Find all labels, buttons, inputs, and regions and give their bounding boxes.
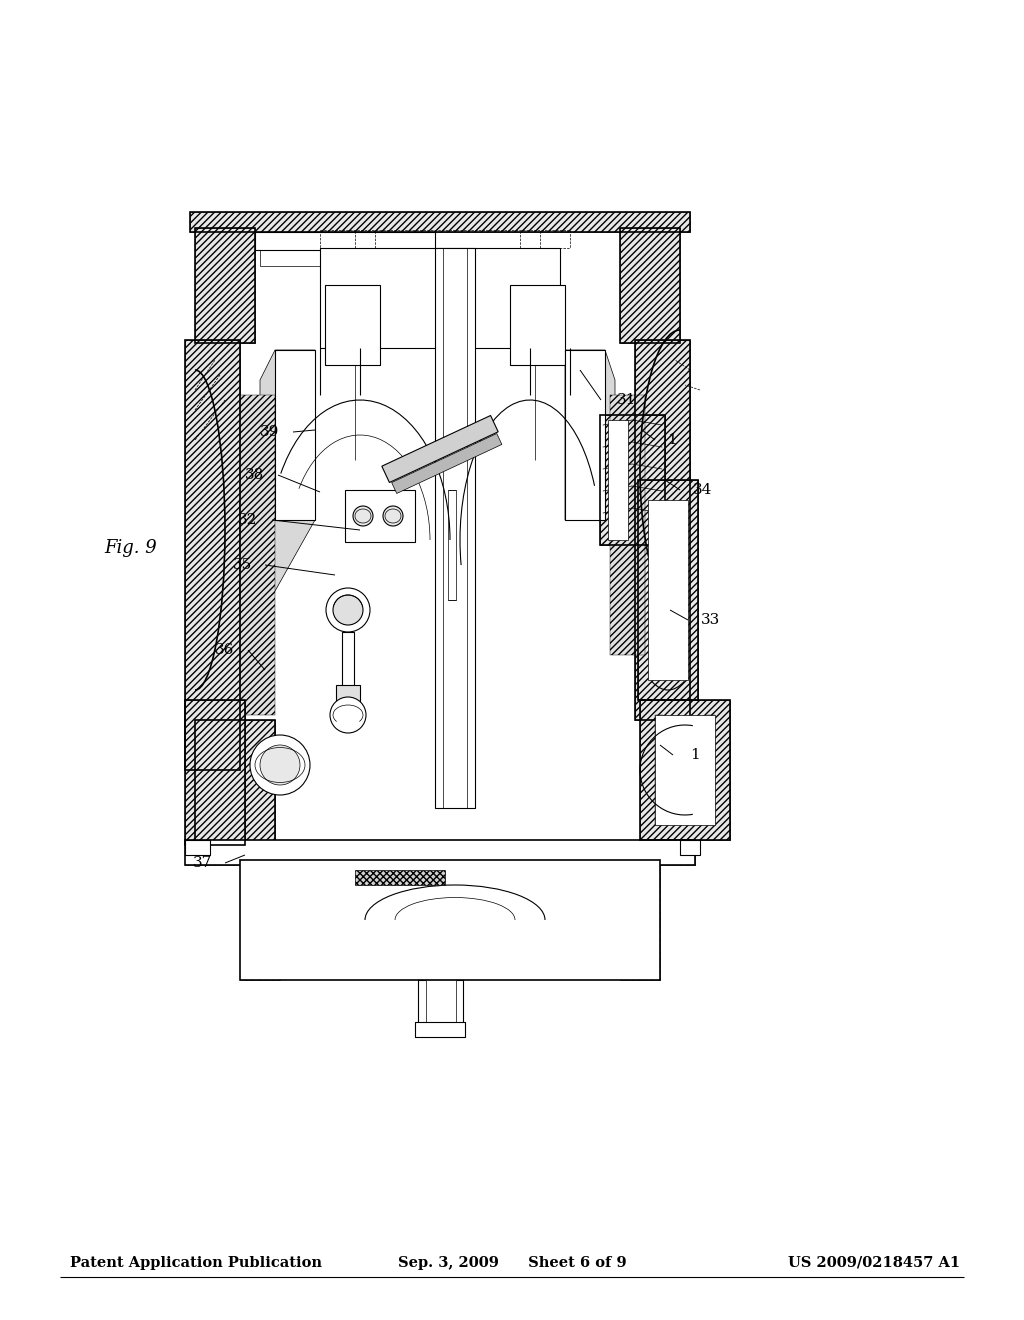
Bar bbox=[635, 341, 690, 719]
Bar bbox=[382, 416, 499, 483]
Bar bbox=[565, 350, 605, 520]
Bar bbox=[190, 213, 690, 232]
Bar bbox=[185, 341, 240, 770]
Bar bbox=[638, 480, 698, 700]
Bar bbox=[195, 719, 275, 850]
Bar bbox=[240, 395, 275, 715]
Circle shape bbox=[383, 506, 403, 525]
Bar bbox=[240, 861, 660, 979]
Bar bbox=[275, 350, 315, 520]
Bar bbox=[600, 414, 665, 545]
Circle shape bbox=[516, 289, 548, 321]
Bar bbox=[470, 248, 475, 808]
Bar bbox=[553, 285, 565, 366]
Circle shape bbox=[326, 587, 370, 632]
Polygon shape bbox=[240, 350, 315, 601]
Text: 1: 1 bbox=[690, 748, 699, 762]
Text: 1: 1 bbox=[667, 433, 677, 447]
Circle shape bbox=[339, 331, 356, 348]
Bar bbox=[185, 700, 245, 845]
Bar bbox=[275, 350, 290, 520]
Bar bbox=[640, 700, 730, 840]
Bar bbox=[680, 840, 700, 855]
Polygon shape bbox=[565, 350, 615, 520]
Text: 37: 37 bbox=[193, 855, 212, 870]
Text: US 2009/0218457 A1: US 2009/0218457 A1 bbox=[787, 1255, 961, 1270]
Bar bbox=[336, 685, 360, 705]
Text: 31: 31 bbox=[617, 393, 637, 407]
Bar bbox=[635, 341, 690, 719]
Bar bbox=[600, 414, 665, 545]
Bar bbox=[435, 248, 475, 808]
Bar bbox=[525, 248, 560, 348]
Bar bbox=[620, 228, 680, 343]
Bar bbox=[185, 840, 210, 855]
Bar bbox=[415, 1022, 465, 1038]
Bar bbox=[195, 228, 255, 343]
Bar bbox=[195, 719, 275, 850]
Bar bbox=[655, 715, 715, 825]
Bar bbox=[325, 285, 337, 366]
Circle shape bbox=[523, 331, 541, 348]
Bar bbox=[590, 350, 605, 520]
Bar bbox=[260, 249, 430, 267]
Bar bbox=[319, 248, 355, 348]
Bar bbox=[640, 700, 730, 840]
Bar bbox=[449, 490, 456, 601]
Bar bbox=[415, 1022, 465, 1038]
Text: 38: 38 bbox=[246, 469, 264, 482]
Text: 32: 32 bbox=[239, 513, 258, 527]
Text: 35: 35 bbox=[232, 558, 252, 572]
Bar bbox=[319, 248, 560, 348]
Circle shape bbox=[523, 296, 541, 314]
Circle shape bbox=[332, 289, 364, 321]
Circle shape bbox=[353, 506, 373, 525]
Circle shape bbox=[250, 735, 310, 795]
Text: 33: 33 bbox=[700, 612, 720, 627]
Bar bbox=[325, 285, 380, 366]
Text: 34: 34 bbox=[693, 483, 713, 498]
Bar bbox=[638, 480, 698, 700]
Circle shape bbox=[330, 697, 366, 733]
Bar bbox=[426, 979, 456, 1026]
Bar bbox=[418, 979, 463, 1026]
Bar bbox=[355, 870, 445, 884]
Bar bbox=[368, 285, 380, 366]
Bar bbox=[620, 861, 660, 979]
Bar bbox=[345, 490, 415, 543]
Bar bbox=[435, 248, 440, 808]
Bar bbox=[185, 840, 695, 865]
Bar bbox=[707, 715, 715, 825]
Bar bbox=[610, 395, 645, 655]
Bar bbox=[510, 285, 522, 366]
Circle shape bbox=[516, 323, 548, 356]
Bar bbox=[240, 861, 280, 979]
Text: 36: 36 bbox=[215, 643, 234, 657]
Circle shape bbox=[260, 744, 300, 785]
Bar bbox=[342, 632, 354, 686]
Circle shape bbox=[339, 296, 356, 314]
Bar bbox=[185, 840, 695, 865]
Circle shape bbox=[333, 595, 362, 624]
Bar bbox=[608, 420, 628, 540]
Bar bbox=[195, 228, 255, 343]
Bar bbox=[648, 500, 688, 680]
Circle shape bbox=[332, 323, 364, 356]
Text: 39: 39 bbox=[260, 425, 280, 440]
Bar bbox=[185, 341, 240, 770]
Bar bbox=[255, 232, 435, 249]
Bar bbox=[391, 433, 502, 494]
Text: Fig. 9: Fig. 9 bbox=[104, 539, 158, 557]
Bar bbox=[620, 228, 680, 343]
Bar bbox=[655, 715, 663, 825]
Bar bbox=[185, 700, 245, 845]
Bar bbox=[190, 213, 690, 232]
Bar bbox=[510, 285, 565, 366]
Text: Patent Application Publication: Patent Application Publication bbox=[70, 1255, 322, 1270]
Text: Sep. 3, 2009  Sheet 6 of 9: Sep. 3, 2009 Sheet 6 of 9 bbox=[397, 1255, 627, 1270]
